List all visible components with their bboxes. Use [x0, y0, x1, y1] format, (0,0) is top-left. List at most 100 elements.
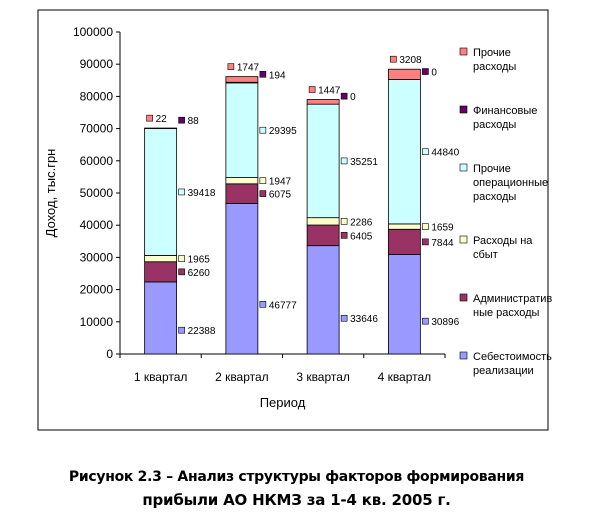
data-label: 46777: [269, 300, 297, 311]
data-label-key: [422, 238, 429, 246]
stacked-bar-chart: 0 10000 20000 30000 40000 50000 60000 70000 8000…: [37, 9, 552, 431]
x-tick-label: 2 квартал: [215, 370, 269, 384]
data-label-key: [227, 63, 235, 70]
data-label: 29395: [269, 126, 297, 137]
data-label-key: [259, 70, 267, 78]
legend-entry-text: Финансовые: [473, 105, 537, 117]
y-tick-label: 100000: [73, 25, 113, 39]
data-label-key: [259, 190, 267, 197]
bar-segment: [387, 79, 421, 225]
x-tick-label: 4 квартал: [378, 370, 432, 384]
data-label: 39418: [188, 188, 216, 199]
data-label: 6405: [350, 231, 373, 242]
legend-entry-text: расходы: [473, 119, 516, 131]
data-label: 0: [431, 68, 437, 79]
data-label-key: [259, 177, 267, 184]
data-label: 22388: [188, 326, 216, 337]
chart-area: 0 10000 20000 30000 40000 50000 60000 70000 8000…: [37, 9, 552, 431]
chart-frame: [37, 9, 549, 431]
data-label-key: [422, 148, 429, 156]
data-label: 6260: [188, 268, 211, 279]
y-tick-label: 10000: [80, 315, 114, 329]
legend-entry-text: Прочие: [473, 163, 511, 175]
data-label: 194: [269, 70, 286, 81]
data-label-key: [340, 218, 348, 225]
legend-entry-text: реализации: [473, 365, 534, 377]
bar-segment: [387, 223, 421, 230]
bar-segment: [144, 261, 178, 283]
legend-swatch: [459, 293, 468, 302]
data-label: 22: [156, 114, 168, 125]
bar-segment: [306, 217, 340, 226]
caption-line-2: прибыли АО НКМЗ за 1-4 кв. 2005 г.: [142, 491, 451, 509]
data-label-key: [178, 116, 185, 124]
data-label-key: [422, 68, 429, 75]
data-label-key: [259, 300, 267, 308]
data-label-key: [340, 232, 348, 239]
data-label: 7844: [431, 238, 454, 249]
data-label-key: [308, 86, 316, 93]
data-label: 1447: [318, 86, 341, 97]
legend-swatch: [459, 163, 468, 172]
legend-swatch: [459, 105, 468, 114]
data-label-key: [422, 223, 429, 230]
legend-entry-text: Прочие: [473, 47, 511, 59]
y-axis-title: Доход, тыс.грн: [43, 149, 58, 238]
data-label: 88: [188, 116, 200, 127]
y-tick-label: 40000: [80, 218, 114, 232]
y-tick-label: 80000: [80, 89, 114, 103]
legend-entry-text: расходы: [473, 61, 516, 73]
bar-segment: [144, 281, 178, 355]
x-tick-label: 1 квартал: [134, 370, 188, 384]
bar-segment: [387, 68, 421, 80]
legend-entry-text: операционные: [473, 177, 548, 189]
legend-entry-text: Административ: [473, 293, 552, 305]
figure-caption: Рисунок 2.3 – Анализ структуры факторов …: [0, 466, 593, 512]
data-label: 6075: [269, 190, 292, 201]
y-tick-label: 20000: [80, 283, 114, 297]
data-label: 1947: [269, 177, 292, 188]
bar-segment: [225, 202, 259, 355]
data-label: 3208: [399, 55, 422, 66]
y-tick-label: 70000: [80, 122, 114, 136]
legend-swatch: [459, 47, 468, 56]
bar-segment: [387, 254, 421, 355]
x-tick-label: 3 квартал: [296, 370, 350, 384]
legend-entry-text: расходы: [473, 191, 516, 203]
y-tick-label: 90000: [80, 57, 114, 71]
bar-segment: [306, 224, 340, 247]
legend-entry-text: ные расходы: [473, 307, 540, 319]
bar-segment: [306, 103, 340, 219]
legend-swatch: [459, 235, 468, 244]
data-label: 35251: [350, 157, 378, 168]
data-label-key: [178, 255, 185, 262]
data-label: 2286: [350, 217, 373, 228]
data-label-key: [178, 268, 185, 276]
bar-segment: [225, 76, 259, 83]
legend-swatch: [459, 351, 468, 360]
y-tick-label: 0: [106, 347, 113, 361]
legend-entry-text: Расходы на: [473, 235, 533, 247]
data-label-key: [340, 314, 348, 322]
data-label: 1659: [431, 223, 454, 234]
bar-segment: [144, 255, 178, 263]
legend-entry-text: сбыт: [473, 249, 498, 261]
legend-entry-text: Себестоимость: [473, 351, 552, 363]
bar-segment: [144, 128, 178, 256]
data-label-key: [422, 317, 429, 325]
data-label: 44840: [431, 148, 459, 159]
data-label: 0: [350, 92, 356, 103]
bar-segment: [306, 245, 340, 355]
x-axis-title: Период: [260, 395, 306, 410]
data-label-key: [178, 188, 185, 196]
y-tick-label: 50000: [80, 186, 114, 200]
bar-segment: [225, 82, 259, 178]
data-label-key: [146, 114, 153, 122]
data-label: 30896: [431, 317, 459, 328]
data-label-key: [340, 92, 348, 100]
data-label: 33646: [350, 314, 378, 325]
data-label: 1747: [237, 63, 260, 74]
data-label-key: [178, 326, 185, 334]
bar-segment: [225, 183, 259, 204]
y-tick-label: 30000: [80, 250, 114, 264]
